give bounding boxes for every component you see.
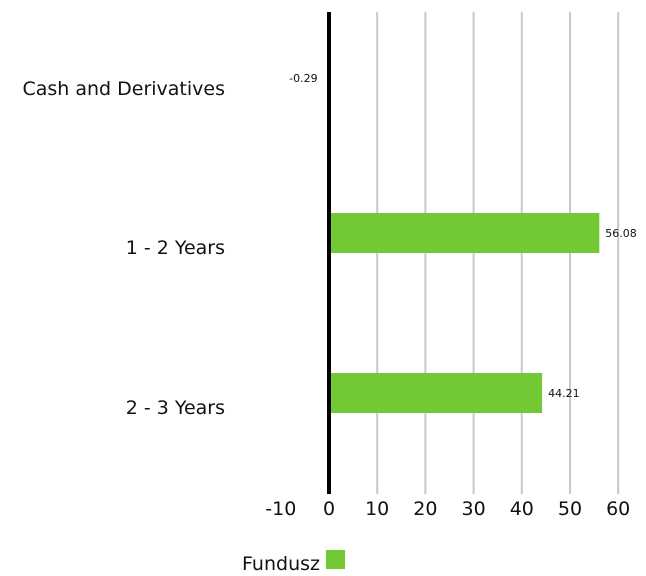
x-tick-label: 40 bbox=[510, 498, 534, 520]
x-tick-label: 30 bbox=[462, 498, 486, 520]
data-label: 44.21 bbox=[548, 387, 580, 400]
legend: Fundusz bbox=[242, 550, 345, 575]
x-tick-label: 60 bbox=[606, 498, 630, 520]
legend-swatch bbox=[326, 550, 345, 569]
bar bbox=[329, 373, 543, 413]
bars bbox=[327, 58, 600, 413]
x-tick-label: 20 bbox=[413, 498, 437, 520]
category-label: 2 - 3 Years bbox=[126, 397, 225, 419]
x-tick-label: 10 bbox=[365, 498, 389, 520]
bar bbox=[329, 213, 600, 253]
category-label: Cash and Derivatives bbox=[22, 78, 225, 100]
data-labels: -0.29 56.08 44.21 bbox=[289, 72, 637, 400]
x-tick-label: 0 bbox=[323, 498, 335, 520]
data-label: 56.08 bbox=[605, 227, 637, 240]
tick-labels: -10 0 10 20 30 40 50 60 bbox=[265, 498, 630, 520]
legend-label: Fundusz bbox=[242, 553, 320, 572]
x-tick-label: 50 bbox=[558, 498, 582, 520]
category-labels: Cash and Derivatives 1 - 2 Years 2 - 3 Yea… bbox=[22, 78, 225, 419]
x-tick-label: -10 bbox=[265, 498, 296, 520]
data-label: -0.29 bbox=[289, 72, 317, 85]
category-label: 1 - 2 Years bbox=[126, 237, 225, 259]
